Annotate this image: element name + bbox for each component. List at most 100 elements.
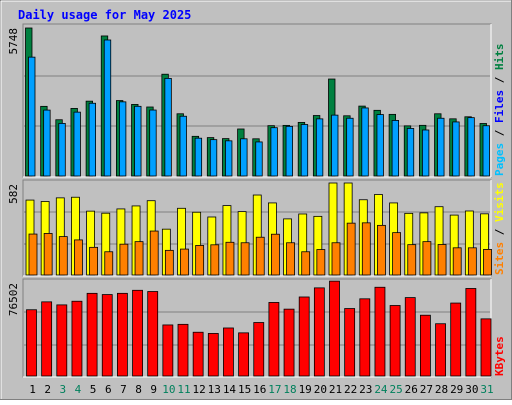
bar-sites — [134, 241, 144, 276]
label-sep: / — [493, 123, 506, 136]
bar-files — [103, 39, 112, 177]
y-max-label: 582 — [7, 184, 20, 204]
bar-files — [300, 124, 309, 177]
day-label: 24 — [374, 383, 388, 396]
chart-title: Daily usage for May 2025 — [18, 8, 191, 22]
bar-sites — [301, 251, 311, 276]
label-sites: Sites — [493, 242, 506, 275]
bar-sites — [28, 233, 38, 276]
bar-files — [88, 102, 96, 177]
bar-files — [73, 111, 81, 177]
bar-files — [149, 109, 157, 177]
day-label: 11 — [177, 383, 190, 396]
bar-sites — [467, 247, 477, 276]
bar-files — [43, 109, 51, 177]
bar-kbytes — [374, 286, 386, 377]
bar-files — [406, 128, 415, 177]
right-axis-label: Pages / Files / Hits — [493, 44, 506, 177]
bar-files — [376, 114, 384, 177]
day-label: 30 — [465, 383, 478, 396]
bar-kbytes — [283, 308, 295, 377]
bar-sites — [331, 242, 341, 276]
bar-kbytes — [101, 294, 113, 377]
bar-sites — [149, 230, 159, 276]
day-label: 3 — [59, 383, 66, 396]
bar-kbytes — [162, 324, 174, 377]
bar-kbytes — [465, 288, 477, 377]
bar-files — [209, 139, 218, 177]
day-label: 10 — [162, 383, 175, 396]
day-label: 19 — [299, 383, 312, 396]
bar-sites — [316, 249, 326, 276]
bar-files — [134, 105, 142, 177]
bar-kbytes — [71, 300, 83, 377]
day-label: 13 — [208, 383, 221, 396]
bar-files — [28, 56, 36, 177]
panel-visits-sites: 582 Sites / Visits — [7, 179, 506, 277]
day-label: 31 — [480, 383, 493, 396]
bars-kbytes — [26, 280, 492, 377]
bar-files — [164, 77, 172, 177]
bar-files — [194, 137, 203, 177]
bar-files — [331, 114, 339, 177]
bar-files — [346, 117, 354, 177]
day-label: 22 — [344, 383, 357, 396]
bar-kbytes — [132, 289, 143, 377]
y-max-label: 5748 — [7, 28, 20, 55]
bar-sites — [74, 239, 83, 276]
bar-sites — [240, 242, 250, 276]
bar-sites — [483, 248, 492, 276]
y-max-label: 76502 — [7, 283, 20, 316]
day-label: 25 — [389, 383, 402, 396]
bar-files — [179, 115, 187, 177]
bar-sites — [422, 241, 432, 276]
bar-kbytes — [359, 298, 371, 377]
bar-kbytes — [480, 318, 492, 377]
bar-sites — [164, 249, 174, 276]
bar-files — [391, 120, 400, 177]
bar-sites — [210, 244, 220, 276]
bar-sites — [58, 236, 68, 276]
bars-visits-sites — [25, 182, 492, 276]
bar-sites — [104, 251, 114, 276]
day-label: 2 — [44, 383, 51, 396]
bar-files — [361, 107, 369, 177]
bar-kbytes — [207, 333, 219, 377]
bar-kbytes — [117, 292, 128, 377]
label-kbytes: KBytes — [493, 336, 506, 376]
label-hits: Hits — [493, 44, 506, 71]
bar-kbytes — [329, 280, 340, 377]
bar-kbytes — [177, 323, 189, 377]
day-label: 20 — [314, 383, 327, 396]
day-label: 7 — [120, 383, 127, 396]
bar-sites — [286, 242, 295, 276]
label-pages: Pages — [493, 143, 506, 176]
bar-kbytes — [450, 302, 462, 377]
bar-kbytes — [238, 332, 250, 377]
day-label: 16 — [253, 383, 266, 396]
bar-sites — [180, 248, 189, 276]
bar-files — [285, 125, 293, 177]
bar-sites — [346, 222, 356, 276]
day-label: 18 — [283, 383, 296, 396]
x-axis-day-labels: 1 2 3 4 5 6 7 8 9 10 11 12 13 14 15 16 17 18 19 20 21 22 23 24 2… — [29, 383, 493, 396]
bar-kbytes — [404, 297, 416, 377]
bar-sites — [255, 236, 265, 276]
bar-kbytes — [419, 314, 431, 377]
day-label: 6 — [105, 383, 112, 396]
bars-hits-files-pages — [25, 27, 490, 177]
bar-files — [270, 127, 278, 177]
bar-sites — [89, 246, 98, 276]
day-label: 26 — [405, 383, 418, 396]
day-label: 29 — [450, 383, 463, 396]
bar-files — [58, 122, 66, 177]
bar-sites — [270, 233, 280, 276]
bar-sites — [119, 243, 129, 276]
bar-sites — [225, 241, 235, 276]
bar-sites — [195, 245, 205, 276]
bar-sites — [452, 247, 462, 276]
bar-kbytes — [192, 331, 204, 377]
bar-kbytes — [298, 296, 310, 377]
